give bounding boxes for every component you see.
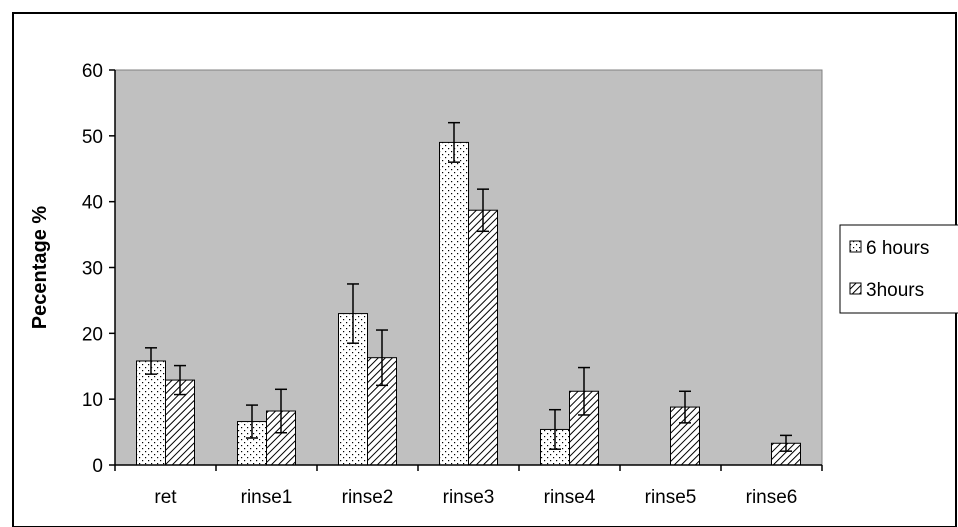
y-tick-label: 40 <box>82 193 103 214</box>
error-bar <box>477 188 489 233</box>
bar-6-hours <box>136 360 166 466</box>
y-tick-label: 50 <box>82 127 103 148</box>
y-tick-label: 60 <box>82 61 103 82</box>
y-tick-label: 10 <box>82 390 103 411</box>
error-bar <box>448 121 460 163</box>
y-axis-title: Pecentage % <box>29 206 51 330</box>
error-bar <box>578 366 590 416</box>
error-bar <box>347 283 359 344</box>
error-bars-layer <box>145 121 792 452</box>
error-bar <box>679 390 691 424</box>
legend-box <box>839 224 958 314</box>
bar-3hours <box>266 410 296 466</box>
axes-layer <box>109 69 823 471</box>
error-bar <box>174 364 186 396</box>
error-bar <box>246 404 258 439</box>
legend-swatch-3hours <box>849 282 862 295</box>
y-tick-label: 30 <box>82 259 103 280</box>
y-tick-label: 20 <box>82 324 103 345</box>
x-tick-label: rinse3 <box>443 487 495 508</box>
x-tick-label: ret <box>154 487 177 508</box>
y-tick-label: 0 <box>92 456 103 477</box>
legend-label-6-hours: 6 hours <box>866 238 929 259</box>
bar-3hours <box>468 209 498 466</box>
error-bar <box>780 434 792 452</box>
x-tick-label: rinse4 <box>544 487 596 508</box>
error-bar <box>275 388 287 434</box>
bar-6-hours <box>439 141 469 466</box>
tick-labels-layer: 0 10 20 30 40 50 60 ret rinse1 rinse2 rinse3 rinse4… <box>82 61 798 508</box>
x-tick-label: rinse5 <box>645 487 697 508</box>
error-bar <box>376 329 388 387</box>
legend-label-3hours: 3hours <box>866 280 924 301</box>
x-tick-label: rinse1 <box>241 487 293 508</box>
legend: 6 hours 3hours <box>839 224 958 314</box>
legend-swatch-6-hours <box>849 240 862 253</box>
error-bar <box>145 347 157 375</box>
error-bar <box>549 408 561 450</box>
x-tick-label: rinse2 <box>342 487 394 508</box>
x-tick-label: rinse6 <box>746 487 798 508</box>
